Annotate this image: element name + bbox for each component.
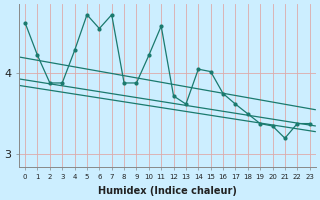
X-axis label: Humidex (Indice chaleur): Humidex (Indice chaleur)	[98, 186, 237, 196]
